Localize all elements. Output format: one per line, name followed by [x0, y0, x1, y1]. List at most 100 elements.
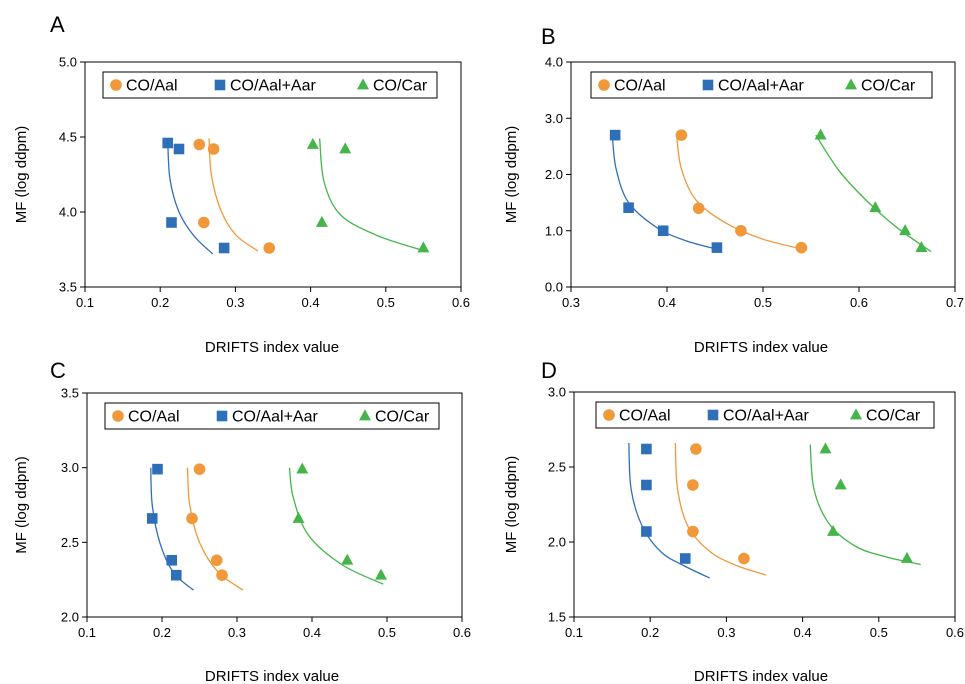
y-tick-label: 2.5	[61, 535, 79, 550]
series-co-aal-aar	[609, 129, 723, 253]
x-tick-label: 0.6	[946, 625, 964, 640]
panel-c: C 0.1 0.2 0.3 0.4 0.5 0.6 2.0 2.5 3.0 3.5 DRIFTS in…	[13, 358, 471, 684]
x-tick-label: 0.3	[717, 625, 735, 640]
data-point	[915, 241, 928, 253]
data-point	[173, 143, 185, 155]
x-tick-label: 0.1	[76, 295, 94, 310]
panel-letter: A	[50, 12, 65, 37]
series-co-aal	[674, 442, 767, 576]
legend: CO/Aal CO/Aal+Aar CO/Car	[104, 402, 440, 430]
panel-d: D 0.1 0.2 0.3 0.4 0.5 0.6 1.5 2.0 2.5 3.0 DRIFTS in…	[503, 358, 964, 684]
y-tick-label: 4.0	[545, 55, 563, 70]
x-tick-label: 0.5	[870, 625, 888, 640]
series-co-aal-aar	[146, 463, 194, 591]
legend: CO/Aal CO/Aal+Aar CO/Car	[590, 71, 933, 99]
x-tick-label: 0.6	[850, 295, 868, 310]
data-point	[679, 553, 691, 564]
legend-marker	[214, 79, 226, 91]
y-axis-title: MF (log ddpm)	[13, 126, 30, 224]
y-tick-label: 2.0	[545, 167, 563, 182]
data-point	[170, 569, 182, 581]
x-tick-label: 0.1	[78, 625, 96, 640]
series-co-car	[288, 462, 387, 585]
x-tick-label: 0.1	[565, 625, 583, 640]
x-tick-label: 0.2	[151, 295, 169, 310]
legend-label: CO/Aal	[126, 78, 178, 95]
data-point	[193, 138, 206, 151]
legend-box	[590, 71, 933, 99]
data-point	[869, 201, 882, 213]
data-point	[692, 202, 705, 215]
fit-curve	[674, 442, 767, 576]
x-tick-label: 0.4	[658, 295, 676, 310]
data-point	[296, 462, 309, 474]
data-point	[218, 242, 230, 254]
legend-box	[104, 402, 440, 430]
legend-marker	[112, 410, 124, 422]
fit-curve	[167, 139, 214, 255]
series-co-car	[306, 137, 430, 253]
y-tick-label: 4.0	[59, 205, 77, 220]
y-tick-label: 1.5	[548, 610, 566, 625]
y-tick-label: 4.5	[59, 130, 77, 145]
legend-marker	[702, 79, 714, 91]
data-point	[146, 513, 158, 524]
data-point	[641, 526, 652, 537]
fit-curve	[611, 135, 720, 251]
y-axis-title: MF (log ddpm)	[503, 456, 520, 554]
y-tick-label: 1.0	[545, 223, 563, 238]
x-tick-label: 0.3	[226, 295, 244, 310]
data-point	[375, 568, 387, 580]
legend-label: CO/Aal+Aar	[230, 78, 316, 95]
data-point	[899, 224, 912, 236]
panel-letter: D	[541, 358, 557, 383]
data-point	[641, 443, 652, 455]
series-co-car	[809, 442, 921, 566]
legend-label: CO/Aal	[619, 408, 671, 425]
legend-label: CO/Car	[375, 409, 430, 426]
y-tick-label: 3.0	[61, 460, 79, 475]
data-point	[198, 216, 210, 229]
data-point	[339, 142, 352, 154]
x-tick-label: 0.3	[228, 625, 246, 640]
legend-label: CO/Aal+Aar	[232, 409, 318, 426]
data-point	[193, 463, 206, 475]
series-co-aal	[193, 138, 276, 254]
data-point	[162, 137, 174, 149]
legend-label: CO/Aal	[128, 409, 180, 426]
series-co-aal	[675, 129, 808, 254]
x-tick-label: 0.4	[303, 625, 321, 640]
y-tick-label: 3.5	[59, 280, 77, 295]
y-tick-label: 5.0	[59, 55, 77, 70]
series-co-car	[814, 128, 932, 253]
x-tick-label: 0.3	[562, 295, 580, 310]
data-point	[292, 511, 305, 523]
legend-marker	[598, 79, 610, 91]
data-point	[166, 554, 178, 566]
data-point	[186, 512, 198, 525]
legend: CO/Aal CO/Aal+Aar CO/Car	[102, 71, 438, 99]
legend-label: CO/Car	[861, 78, 916, 95]
fit-curve	[208, 138, 259, 252]
x-tick-label: 0.2	[153, 625, 171, 640]
y-tick-label: 3.5	[61, 386, 79, 401]
legend-marker	[359, 409, 371, 421]
fit-curve	[288, 467, 384, 585]
x-tick-label: 0.6	[453, 625, 471, 640]
fit-curve	[628, 442, 710, 579]
x-tick-label: 0.2	[641, 625, 659, 640]
data-point	[814, 128, 827, 140]
data-point	[210, 554, 223, 567]
data-point	[152, 463, 163, 475]
legend-marker	[110, 79, 122, 91]
data-point	[657, 225, 669, 237]
legend-label: CO/Aal	[614, 78, 666, 95]
fit-curve	[809, 444, 921, 566]
data-point	[711, 242, 723, 253]
data-point	[827, 524, 840, 536]
series-co-aal-aar	[628, 442, 710, 579]
fit-curve	[815, 134, 932, 253]
data-point	[687, 479, 699, 491]
legend-marker	[216, 410, 228, 422]
data-point	[795, 241, 808, 254]
